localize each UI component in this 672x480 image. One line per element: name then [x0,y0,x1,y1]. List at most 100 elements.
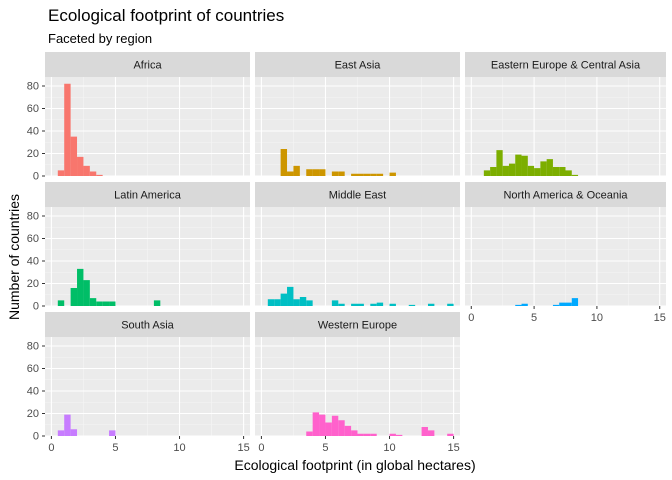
histogram-bar [408,304,416,306]
histogram-bar [351,303,358,306]
histogram-bar [559,302,566,306]
histogram-bar [395,434,403,436]
y-tick-label: 20 [27,148,39,160]
histogram-bar [102,301,110,306]
y-tick-label: 40 [27,126,39,138]
histogram-bar [331,171,339,176]
x-axis-label: Ecological footprint (in global hectares… [234,457,475,473]
histogram-bar [64,83,71,176]
histogram-bar [521,155,528,176]
x-tick-label: 15 [237,442,249,454]
facet-strip-label: Western Europe [318,320,397,332]
histogram-bar [483,170,491,176]
y-tick-label: 0 [33,301,39,313]
histogram-bar [338,171,345,176]
facet-strip [45,182,250,207]
facet-latin-america: Latin America 0 20 40 60 80 [27,182,250,313]
histogram-bar [357,303,364,306]
histogram-bar [540,161,547,176]
histogram-bar [153,300,161,306]
facet-strip [255,52,460,77]
facet-strip-label: Latin America [114,190,182,202]
histogram-bar [496,150,503,176]
histogram-bar [319,169,326,176]
chart-title: Ecological footprint of countries [48,6,284,25]
histogram-bar [389,303,396,306]
histogram-bar [447,303,454,306]
histogram-bar [109,430,116,436]
histogram-bar [427,303,435,306]
histogram-bar [89,298,97,306]
facet-strip-label: North America & Oceania [503,190,628,202]
y-tick-label: 80 [27,211,39,223]
histogram-bar [571,298,579,306]
facet-eastern-europe-and-central-asia: Eastern Europe & Central Asia [465,52,666,177]
chart-subtitle: Faceted by region [48,31,152,46]
x-tick-label: 0 [468,312,474,324]
histogram-bar [421,427,428,436]
facet-strip-label: South Asia [121,320,174,332]
y-tick-label: 20 [27,278,39,290]
x-tick-label: 10 [383,442,395,454]
histogram-bar [370,173,377,176]
facet-strip-label: Middle East [329,190,386,202]
facet-strip [255,312,460,337]
histogram-bar [515,304,522,306]
histogram-bar [77,156,84,176]
histogram-bar [109,301,116,306]
facet-middle-east: Middle East [255,182,460,307]
histogram-bar [363,173,371,176]
histogram-bar [370,303,377,306]
histogram-bar [351,173,358,176]
histogram-bar [389,172,396,176]
histogram-bar [70,288,78,306]
y-tick-label: 40 [27,386,39,398]
facet-africa: Africa 0 20 40 60 80 [27,52,250,183]
facet-south-asia: South Asia 0 20 40 60 80 0 5 10 15 [27,312,250,454]
x-tick-label: 10 [173,442,185,454]
histogram-bar [57,300,65,306]
facet-western-europe: Western Europe 0 5 10 15 [255,312,460,454]
histogram-bar [502,165,509,176]
histogram-bar [552,304,560,306]
histogram-bar [331,415,339,436]
histogram-bar [344,425,352,436]
histogram-bar [89,171,97,176]
histogram-bar [357,173,364,176]
histogram-bar [57,430,65,436]
histogram-bar [306,169,313,176]
y-tick-label: 60 [27,233,39,245]
histogram-bar [70,136,78,176]
histogram-bar [351,430,358,436]
y-tick-label: 0 [33,431,39,443]
histogram-bar [267,299,275,306]
histogram-bar [96,301,103,306]
histogram-bar [527,165,535,176]
histogram-bar [96,174,103,176]
y-tick-label: 40 [27,256,39,268]
y-tick-label: 60 [27,363,39,375]
x-tick-label: 10 [591,312,603,324]
histogram-bar [77,268,84,306]
x-tick-label: 5 [322,442,328,454]
histogram-bar [427,430,435,436]
facet-strip-label: Eastern Europe & Central Asia [491,60,641,72]
y-axis-label: Number of countries [6,194,22,320]
histogram-bar [534,168,541,176]
histogram-bar [280,149,288,176]
histogram-bar [565,170,572,176]
facet-strip-label: Africa [133,60,162,72]
x-tick-label: 0 [258,442,264,454]
y-tick-label: 80 [27,341,39,353]
histogram-bar [293,165,300,176]
facet-strip [465,52,666,77]
facet-north-america-and-oceania: North America & Oceania 0 5 10 15 [465,182,666,324]
histogram-bar [559,167,566,176]
facet-strip-label: East Asia [335,60,382,72]
x-tick-label: 15 [447,442,459,454]
histogram-bar [571,174,579,176]
x-tick-label: 15 [654,312,666,324]
y-tick-label: 20 [27,408,39,420]
histogram-bar [338,303,345,306]
histogram-bar [389,433,396,436]
